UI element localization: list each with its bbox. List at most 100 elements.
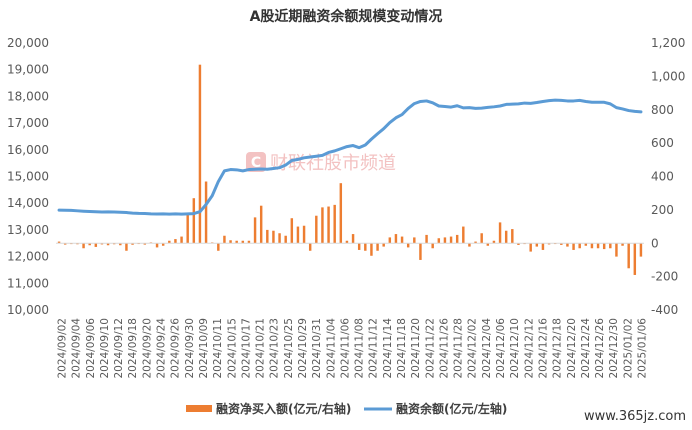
net-buy-bar — [235, 240, 238, 244]
net-buy-bar — [308, 243, 312, 251]
net-buy-bar — [357, 243, 361, 250]
x-axis-tick-label: 2024/11/20 — [410, 318, 422, 379]
legend-bar-swatch — [186, 405, 212, 412]
right-axis-tick-label: -200 — [651, 270, 678, 284]
net-buy-bar — [125, 243, 128, 251]
x-axis-tick-label: 2025/01/02 — [622, 318, 634, 379]
net-buy-bar — [229, 240, 232, 244]
x-axis: 2024/09/02 2024/09/04 2024/09/06 2024/09/10… — [57, 318, 649, 379]
legend: 融资净买入额(亿元/右轴) 融资余额(亿元/左轴) — [186, 401, 507, 416]
x-axis-tick-label: 2024/11/08 — [354, 318, 366, 379]
x-axis-tick-label: 2024/12/12 — [523, 318, 535, 379]
net-buy-bar — [204, 181, 208, 244]
net-buy-bar — [492, 240, 496, 244]
net-buy-bar — [602, 243, 606, 250]
x-axis-tick-label: 2024/10/21 — [255, 318, 267, 379]
right-axis-tick-label: 400 — [651, 170, 674, 184]
net-buy-bar — [290, 218, 294, 244]
net-buy-bar — [376, 243, 379, 251]
site-label: www.365jz.com — [584, 409, 686, 424]
net-buy-bar — [584, 243, 588, 246]
left-axis-tick-label: 13,000 — [7, 223, 49, 237]
net-buy-bar — [106, 243, 110, 246]
net-buy-bar — [186, 213, 189, 244]
x-axis-tick-label: 2024/12/16 — [537, 318, 549, 379]
net-buy-bar — [486, 243, 490, 246]
net-buy-bar — [217, 243, 220, 251]
x-axis-tick-label: 2024/10/11 — [212, 318, 224, 379]
right-axis-tick-label: 600 — [651, 136, 674, 150]
net-buy-bar — [541, 243, 545, 250]
x-axis-tick-label: 2024/12/06 — [495, 318, 507, 379]
net-buy-bar — [578, 243, 581, 249]
x-axis-tick-label: 2024/09/02 — [57, 318, 69, 379]
net-buy-bar — [388, 237, 392, 244]
x-axis-tick-label: 2024/10/23 — [269, 318, 281, 379]
x-axis-tick-label: 2024/09/18 — [127, 318, 139, 379]
x-axis-tick-label: 2024/12/30 — [608, 318, 620, 379]
x-axis-tick-label: 2024/10/15 — [226, 318, 238, 379]
x-axis-tick-label: 2024/12/02 — [467, 318, 479, 379]
chart-title: A股近期融资余额规模变动情况 — [250, 8, 443, 25]
net-buy-bar — [223, 235, 226, 244]
x-axis-tick-label: 2024/09/12 — [113, 318, 125, 379]
net-buy-bar — [572, 243, 575, 250]
net-buy-bar — [315, 215, 318, 244]
net-buy-bar — [468, 243, 471, 247]
left-axis-tick-label: 12,000 — [7, 250, 49, 264]
net-buy-bar — [504, 230, 508, 244]
net-buy-bar — [443, 237, 447, 244]
x-axis-tick-label: 2024/09/24 — [156, 318, 168, 379]
net-buy-bar — [413, 237, 416, 244]
x-axis-tick-label: 2024/12/24 — [580, 318, 592, 379]
net-buy-bar — [198, 64, 202, 244]
net-buy-bar — [333, 204, 336, 244]
net-buy-bar — [364, 243, 367, 251]
left-axis-tick-label: 20,000 — [7, 36, 49, 50]
net-buy-bar — [339, 183, 343, 244]
x-axis-tick-label: 2024/12/18 — [552, 318, 564, 379]
left-axis-tick-label: 15,000 — [7, 170, 49, 184]
x-axis-tick-label: 2024/10/29 — [297, 318, 309, 379]
net-buy-bar — [615, 243, 618, 257]
left-axis-tick-label: 16,000 — [7, 143, 49, 157]
right-axis: -400 -200 0 200 400 600 800 1,000 1,200 — [651, 36, 685, 317]
net-buy-bar — [241, 240, 245, 244]
net-buy-bar — [529, 243, 532, 252]
x-axis-tick-label: 2024/11/14 — [382, 318, 394, 379]
right-axis-tick-label: 800 — [651, 103, 674, 117]
legend-line-label: 融资余额(亿元/左轴) — [396, 401, 507, 416]
net-buy-bar — [517, 243, 520, 245]
x-axis-tick-label: 2025/01/06 — [637, 318, 649, 379]
watermark-logo-icon — [246, 152, 266, 172]
net-buy-bar — [266, 229, 269, 244]
x-axis-tick-label: 2024/11/26 — [438, 318, 450, 379]
net-buy-bar — [382, 243, 385, 247]
net-buy-bar — [455, 234, 459, 244]
watermark-logo-letter: C — [251, 155, 261, 171]
x-axis-tick-label: 2024/12/26 — [594, 318, 606, 379]
net-buy-bar — [272, 230, 275, 244]
net-buy-bar — [180, 236, 183, 244]
right-axis-tick-label: -400 — [651, 303, 678, 317]
net-buy-bar — [278, 233, 281, 244]
net-buy-bar — [155, 243, 159, 248]
net-buy-bar — [131, 243, 134, 245]
net-buy-bar — [119, 243, 122, 246]
x-axis-tick-label: 2024/12/10 — [509, 318, 521, 379]
net-buy-bar — [143, 243, 147, 245]
net-buy-bar — [547, 243, 551, 245]
net-buy-bar — [327, 206, 330, 244]
left-axis-tick-label: 19,000 — [7, 63, 49, 77]
net-buy-bar — [259, 205, 263, 244]
net-buy-bar — [566, 243, 569, 247]
net-buy-bar — [57, 241, 61, 244]
net-buy-bar — [302, 225, 306, 244]
net-buy-bar — [400, 236, 404, 244]
net-buy-bar — [284, 235, 287, 244]
net-buy-bar — [462, 226, 465, 244]
net-buy-bar — [192, 198, 196, 244]
left-axis-tick-label: 17,000 — [7, 116, 49, 130]
